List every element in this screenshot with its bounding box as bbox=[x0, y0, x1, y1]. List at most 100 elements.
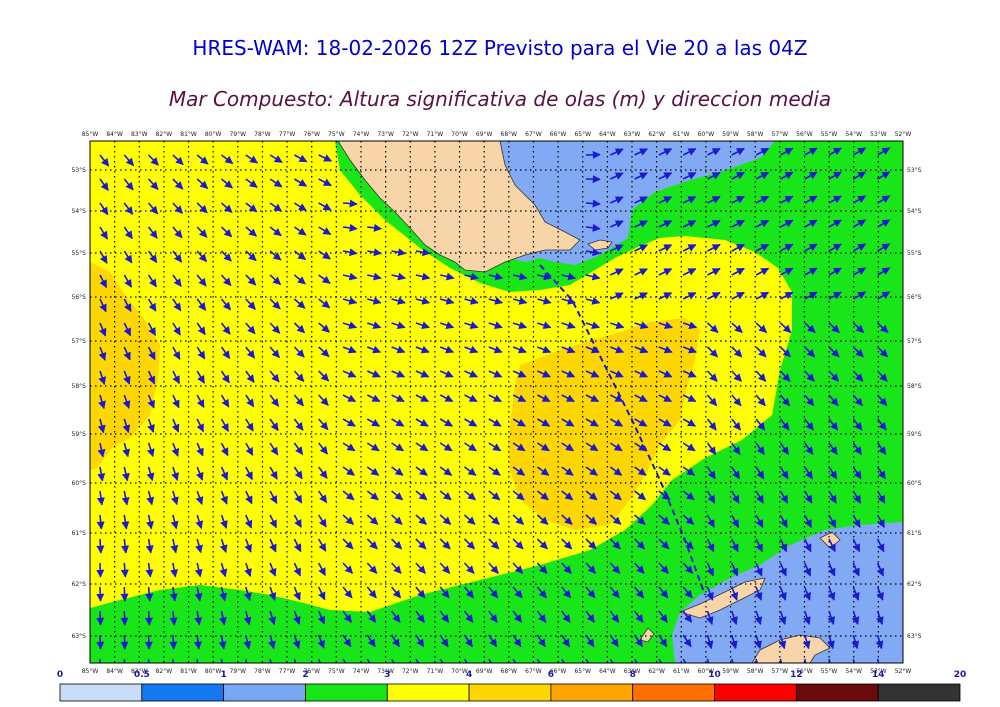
wave-direction-arrow bbox=[318, 250, 331, 260]
wave-direction-arrow bbox=[634, 562, 645, 574]
wave-direction-arrow bbox=[146, 442, 155, 458]
wave-direction-arrow bbox=[243, 586, 252, 602]
wave-direction-arrow bbox=[245, 658, 248, 663]
wave-direction-arrow bbox=[682, 658, 691, 663]
wave-direction-arrow bbox=[366, 394, 381, 403]
wave-direction-arrow bbox=[293, 490, 303, 504]
wave-direction-arrow bbox=[196, 226, 208, 238]
wave-direction-arrow bbox=[536, 490, 549, 501]
wave-direction-arrow bbox=[877, 147, 891, 156]
wave-direction-arrow bbox=[658, 538, 670, 550]
wave-direction-arrow bbox=[464, 297, 479, 305]
wave-direction-arrow bbox=[293, 418, 304, 431]
wave-direction-arrow bbox=[852, 346, 864, 358]
longitude-label: 61°W bbox=[673, 131, 690, 138]
wave-direction-arrow bbox=[634, 345, 649, 354]
wave-direction-arrow bbox=[96, 490, 105, 506]
wave-direction-arrow bbox=[98, 346, 107, 361]
wave-direction-arrow bbox=[194, 586, 203, 602]
wave-direction-arrow bbox=[245, 322, 256, 335]
wave-direction-arrow bbox=[293, 250, 307, 261]
wave-direction-arrow bbox=[827, 610, 835, 626]
wave-direction-arrow bbox=[293, 274, 306, 285]
wave-direction-arrow bbox=[682, 418, 696, 427]
wave-direction-arrow bbox=[195, 538, 203, 554]
wave-direction-arrow bbox=[585, 272, 601, 281]
longitude-label: 65°W bbox=[574, 668, 591, 675]
wave-direction-arrow bbox=[804, 322, 816, 334]
wave-direction-arrow bbox=[464, 418, 478, 427]
wave-direction-arrow bbox=[828, 243, 842, 252]
wave-direction-arrow bbox=[731, 243, 745, 252]
wave-direction-arrow bbox=[439, 345, 454, 354]
wave-direction-arrow bbox=[488, 345, 503, 354]
longitude-label: 73°W bbox=[377, 131, 394, 138]
latitude-labels-right: 53°S 54°S 55°S 56°S 57°S 58°S 59°S 60°S 61°S 62°S… bbox=[907, 167, 922, 640]
wave-direction-arrow bbox=[391, 370, 406, 378]
wave-direction-arrow bbox=[852, 291, 867, 300]
wave-direction-arrow bbox=[754, 634, 762, 650]
colorbar-label: 8 bbox=[630, 670, 636, 680]
wave-direction-arrow bbox=[512, 538, 524, 550]
wave-direction-arrow bbox=[342, 562, 354, 574]
longitude-label: 68°W bbox=[501, 131, 518, 138]
wave-direction-arrow bbox=[876, 538, 885, 553]
wave-direction-arrow bbox=[755, 442, 765, 456]
wave-direction-arrow bbox=[828, 490, 837, 504]
wave-direction-arrow bbox=[318, 178, 332, 187]
wave-direction-arrow bbox=[96, 514, 105, 530]
latitude-label: 61°S bbox=[907, 530, 922, 537]
wave-direction-arrow bbox=[269, 274, 282, 286]
wave-direction-arrow bbox=[731, 466, 741, 480]
longitude-label: 53°W bbox=[870, 131, 887, 138]
wave-direction-arrow bbox=[634, 418, 648, 427]
wave-direction-arrow bbox=[877, 171, 891, 180]
wave-direction-arrow bbox=[293, 610, 301, 625]
wave-direction-arrow bbox=[415, 297, 431, 305]
wave-zone-4-5m-center bbox=[508, 318, 700, 530]
wave-direction-arrow bbox=[633, 658, 643, 663]
colorbar-segment bbox=[877, 683, 961, 702]
latitude-label: 62°S bbox=[72, 581, 87, 588]
wave-direction-arrow bbox=[123, 250, 133, 264]
wave-direction-arrow bbox=[318, 394, 329, 406]
wave-direction-arrow bbox=[707, 147, 721, 156]
wave-direction-arrow bbox=[658, 610, 668, 623]
wave-direction-arrow bbox=[121, 538, 130, 554]
wave-direction-arrow bbox=[293, 178, 308, 187]
longitude-label: 80°W bbox=[205, 131, 222, 138]
wave-direction-arrow bbox=[366, 466, 380, 476]
wave-direction-arrow bbox=[707, 171, 721, 180]
longitude-label: 60°W bbox=[698, 668, 715, 675]
wave-direction-arrow bbox=[171, 490, 179, 506]
wave-direction-arrow bbox=[731, 442, 741, 456]
wave-direction-arrow bbox=[779, 370, 791, 382]
wave-direction-arrow bbox=[145, 538, 154, 554]
longitude-label: 70°W bbox=[451, 668, 468, 675]
wave-direction-arrow bbox=[488, 634, 498, 648]
wave-direction-arrow bbox=[682, 172, 697, 180]
wave-direction-arrow bbox=[561, 514, 573, 525]
wave-direction-arrow bbox=[682, 244, 697, 252]
map-frame bbox=[89, 140, 904, 664]
wave-direction-arrow bbox=[852, 219, 867, 228]
wave-direction-arrow bbox=[755, 267, 770, 276]
wave-direction-arrow bbox=[828, 346, 840, 358]
wave-direction-arrow bbox=[269, 418, 279, 432]
wave-direction-arrow bbox=[439, 610, 450, 623]
wave-direction-arrow bbox=[610, 345, 625, 354]
wave-direction-arrow bbox=[463, 658, 473, 663]
wave-direction-arrow bbox=[269, 178, 283, 188]
colorbar-label: 0 bbox=[57, 670, 63, 680]
wave-direction-arrow bbox=[488, 610, 498, 623]
wave-direction-arrow bbox=[877, 370, 888, 382]
wave-direction-arrow bbox=[609, 562, 621, 574]
wave-direction-arrow bbox=[561, 490, 574, 501]
wave-direction-arrow bbox=[609, 394, 624, 403]
wave-direction-arrow bbox=[245, 346, 256, 359]
wave-direction-arrow bbox=[512, 466, 526, 476]
longitude-label: 53°W bbox=[870, 668, 887, 675]
wave-direction-arrow bbox=[682, 562, 694, 574]
latitude-label: 59°S bbox=[72, 431, 87, 438]
wave-direction-arrow bbox=[145, 562, 154, 578]
